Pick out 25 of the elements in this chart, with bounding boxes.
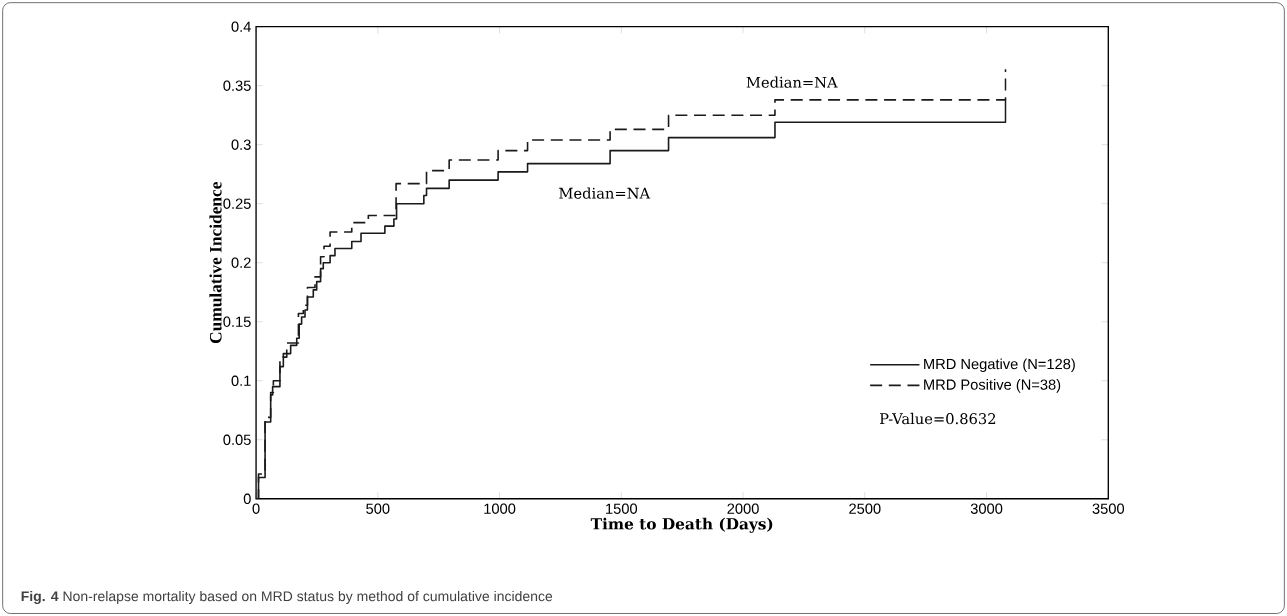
y-tick-label: 0.15 — [223, 316, 251, 327]
x-tick-label: 1000 — [484, 503, 516, 514]
x-tick-label: 2000 — [727, 503, 759, 514]
x-tick-label: 2500 — [849, 503, 881, 514]
y-tick-label: 0.05 — [223, 434, 251, 445]
y-tick-label: 0 — [243, 493, 251, 504]
x-tick-label: 0 — [252, 503, 260, 514]
x-tick-label: 1500 — [606, 503, 638, 514]
legend-label: MRD Negative (N=128) — [924, 358, 1075, 373]
annotation: Median=NA — [746, 76, 838, 88]
x-tick-label: 3000 — [970, 503, 1003, 514]
y-tick-label: 0.35 — [223, 80, 251, 91]
y-tick-label: 0.3 — [231, 139, 251, 150]
y-tick-label: 0.1 — [231, 375, 251, 386]
annotation: P-Value=0.8632 — [879, 412, 996, 425]
x-tick-label: 3500 — [1092, 503, 1125, 514]
y-tick-label: 0.2 — [231, 257, 251, 268]
y-tick-label: 0.4 — [231, 21, 251, 32]
x-tick-label: 500 — [366, 503, 390, 514]
x-axis-title: Time to Death (Days) — [590, 517, 773, 533]
annotation: Median=NA — [559, 187, 651, 199]
text: Fig. 4 Non-relapse mortality based on MRD status by method of cumulative incidence — [21, 590, 553, 604]
y-tick-label: 0.25 — [223, 198, 251, 209]
y-axis-title: Cumulative Incidence — [209, 181, 222, 343]
legend-label: MRD Positive (N=38) — [924, 378, 1061, 393]
